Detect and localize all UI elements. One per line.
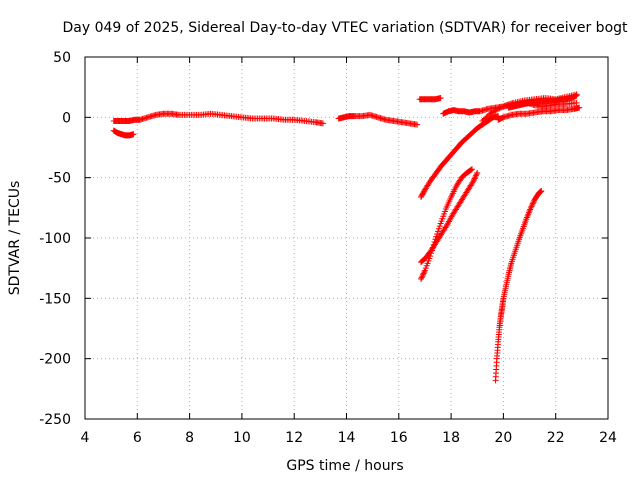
data-point xyxy=(418,276,425,283)
x-tick-label: 20 xyxy=(494,430,512,446)
data-point xyxy=(530,199,537,206)
x-tick-label: 16 xyxy=(390,430,408,446)
x-tick-label: 24 xyxy=(599,430,617,446)
data-point xyxy=(130,131,137,138)
data-point xyxy=(470,178,477,185)
chart-title: Day 049 of 2025, Sidereal Day-to-day VTE… xyxy=(62,20,628,36)
x-tick-label: 10 xyxy=(233,430,251,446)
data-point xyxy=(419,271,426,278)
x-tick-label: 4 xyxy=(81,430,90,446)
data-point xyxy=(435,225,442,232)
series-s11 xyxy=(418,166,476,283)
x-tick-label: 12 xyxy=(285,430,303,446)
data-point xyxy=(500,103,507,110)
data-point xyxy=(469,166,476,173)
y-tick-label: -100 xyxy=(39,231,71,247)
data-point xyxy=(430,241,437,248)
data-point xyxy=(470,176,477,183)
series-s2 xyxy=(110,127,137,139)
y-tick-label: -250 xyxy=(39,412,71,428)
data-point xyxy=(528,203,535,210)
data-point xyxy=(493,106,500,113)
y-tick-label: -50 xyxy=(48,171,71,187)
data-point xyxy=(538,187,545,194)
data-point xyxy=(573,92,580,99)
data-point xyxy=(472,174,479,181)
axis-ticks: 4 6 8 10 12 14 16 18 20 22 24 -250 -200 -150 -100 -50 0 5… xyxy=(39,50,617,446)
data-point xyxy=(419,273,426,280)
data-points xyxy=(110,91,583,384)
data-point xyxy=(573,99,580,106)
data-point xyxy=(437,95,444,102)
data-point xyxy=(495,105,502,112)
data-point xyxy=(418,274,425,281)
data-point xyxy=(496,105,503,112)
data-point xyxy=(474,169,481,176)
data-point xyxy=(421,268,428,275)
data-point xyxy=(471,175,478,182)
data-point xyxy=(434,230,441,237)
x-axis-label: GPS time / hours xyxy=(286,458,403,474)
data-point xyxy=(473,171,480,178)
x-tick-label: 6 xyxy=(133,430,142,446)
data-point xyxy=(499,104,506,111)
x-tick-label: 18 xyxy=(442,430,460,446)
data-point xyxy=(527,204,534,211)
data-point xyxy=(414,121,421,128)
data-point xyxy=(435,228,442,235)
series-s4 xyxy=(416,95,444,103)
data-point xyxy=(529,200,536,207)
series-s9 xyxy=(418,113,502,200)
data-point xyxy=(443,223,450,230)
x-tick-label: 22 xyxy=(547,430,565,446)
data-point xyxy=(420,270,427,277)
data-point xyxy=(428,247,435,254)
y-tick-label: 50 xyxy=(53,50,71,66)
data-point xyxy=(429,244,436,251)
data-point xyxy=(433,233,440,240)
series-s3 xyxy=(335,111,421,128)
x-tick-label: 8 xyxy=(185,430,194,446)
data-point xyxy=(501,102,508,109)
y-axis-label: SDTVAR / TECUs xyxy=(7,181,23,296)
data-point xyxy=(431,239,438,246)
data-point xyxy=(427,253,434,260)
y-tick-label: -200 xyxy=(39,352,71,368)
x-tick-label: 14 xyxy=(338,430,356,446)
data-point xyxy=(497,104,504,111)
data-point xyxy=(436,223,443,230)
data-point xyxy=(432,236,439,243)
series-s12 xyxy=(492,187,545,384)
data-point xyxy=(468,166,475,173)
data-point xyxy=(472,172,479,179)
data-point xyxy=(428,250,435,257)
data-point xyxy=(529,202,536,209)
y-tick-label: -150 xyxy=(39,291,71,307)
data-point xyxy=(495,113,502,120)
series-s1 xyxy=(110,110,326,127)
y-tick-label: 0 xyxy=(62,110,71,126)
series-s8 xyxy=(505,92,580,111)
data-point xyxy=(319,120,326,127)
data-point xyxy=(576,104,583,111)
